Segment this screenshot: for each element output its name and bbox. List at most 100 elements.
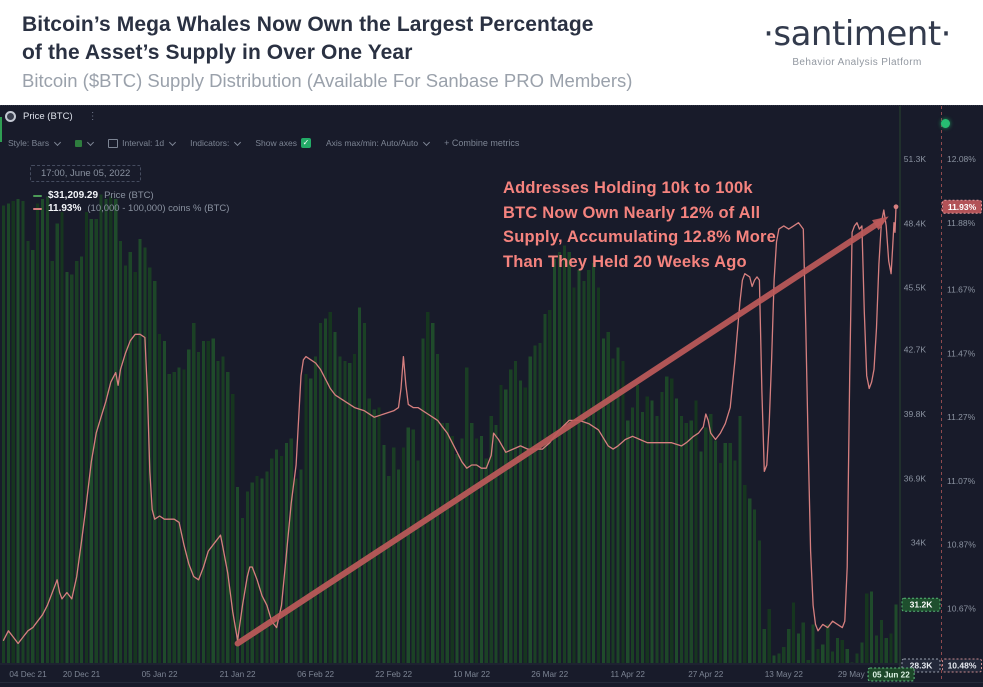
- date-axis-label: 13 May 22: [765, 670, 804, 679]
- price-bar: [543, 314, 547, 663]
- price-bar: [889, 633, 893, 663]
- price-bar: [250, 482, 254, 663]
- logo-tagline: Behavior Analysis Platform: [792, 57, 922, 68]
- price-bar: [592, 263, 596, 663]
- price-bar: [855, 653, 859, 663]
- price-bar: [816, 649, 820, 663]
- price-axis-label: 51.3K: [904, 154, 927, 164]
- chart-legend: 17:00, June 05, 2022 $31,209.29 Price (B…: [30, 163, 229, 215]
- interval-dropdown[interactable]: Interval: 1d: [108, 138, 177, 148]
- price-bar: [835, 638, 840, 663]
- price-bar: [767, 609, 771, 663]
- price-bar: [826, 624, 830, 663]
- price-bar: [884, 638, 888, 663]
- price-bar: [723, 442, 727, 663]
- price-bar: [704, 427, 708, 663]
- price-bar: [670, 378, 674, 663]
- current-pct-badge: [942, 199, 982, 214]
- santiment-logo: ·santiment· Behavior Analysis Platform: [763, 14, 951, 68]
- price-bar: [192, 323, 196, 663]
- legend-price-row[interactable]: $31,209.29 Price (BTC): [33, 189, 229, 202]
- price-bar: [791, 602, 796, 663]
- current-pct-badge-text: 11.93%: [948, 202, 977, 212]
- price-bar: [772, 655, 776, 663]
- price-bar: [787, 629, 791, 663]
- price-bar: [289, 438, 293, 663]
- date-axis-label: 11 Apr 22: [611, 670, 646, 679]
- price-bar: [450, 436, 454, 663]
- price-bar: [323, 318, 327, 663]
- price-bar: [265, 471, 269, 663]
- price-bar: [748, 498, 752, 663]
- price-bar: [143, 247, 147, 663]
- legend-timestamp: 17:00, June 05, 2022: [30, 165, 142, 182]
- date-axis-label: 20 Dec 21: [63, 670, 101, 679]
- price-bar: [318, 323, 323, 663]
- page-title: Bitcoin’s Mega Whales Now Own the Larges…: [22, 11, 594, 67]
- price-bar: [40, 198, 45, 663]
- current-price-badge: [901, 597, 941, 612]
- style-dropdown[interactable]: Style: Bars: [8, 138, 62, 148]
- date-axis-label: 27 Apr 22: [688, 670, 723, 679]
- price-bar: [621, 360, 625, 663]
- price-bar: [684, 422, 688, 663]
- price-bar: [221, 356, 225, 663]
- legend-price-label: Price (BTC): [104, 190, 154, 201]
- combine-metrics-button[interactable]: + Combine metrics: [444, 138, 520, 148]
- trend-arrow-head: [872, 216, 889, 231]
- price-bar: [431, 323, 435, 663]
- price-bar: [50, 261, 54, 663]
- record-icon: [5, 111, 16, 122]
- price-axis-label: 45.5K: [904, 283, 927, 293]
- price-axis-label: 36.9K: [904, 473, 927, 483]
- price-bar: [665, 376, 669, 663]
- price-bar: [328, 312, 332, 663]
- price-bar: [260, 478, 264, 663]
- price-bar: [821, 644, 825, 663]
- annotation-callout: Addresses Holding 10k to 100k BTC Now Ow…: [503, 176, 903, 274]
- price-bar: [699, 451, 703, 663]
- cursor-date-badge-text: 05 Jun 22: [872, 671, 910, 680]
- chart-plot[interactable]: 51.3K 48.4K 45.5K 42.7K 39.8K 36.9K 34K 12.08% 1…: [0, 106, 983, 687]
- price-bar: [528, 356, 532, 663]
- price-bar: [45, 196, 49, 663]
- price-bar: [713, 440, 718, 663]
- price-bar: [416, 460, 420, 663]
- price-bar: [650, 400, 654, 663]
- price-bar: [109, 196, 113, 663]
- price-bar: [640, 411, 644, 663]
- price-bar: [743, 485, 747, 663]
- price-bar: [660, 391, 664, 663]
- price-bar: [509, 369, 513, 663]
- price-bar: [94, 218, 98, 663]
- price-bar: [114, 198, 118, 663]
- price-bar: [270, 458, 274, 663]
- price-bar: [153, 281, 157, 663]
- price-bar: [401, 447, 406, 663]
- price-bar: [830, 651, 835, 663]
- kebab-menu-icon[interactable]: ⋮: [87, 111, 98, 122]
- page-subtitle: Bitcoin ($BTC) Supply Distribution (Avai…: [22, 70, 633, 91]
- price-bar: [1, 205, 6, 663]
- percent-axis-label: 11.27%: [947, 412, 976, 422]
- show-axes-toggle[interactable]: Show axes ✓: [255, 138, 311, 148]
- price-bar: [362, 323, 366, 663]
- legend-pct-row[interactable]: 11.93% (10,000 - 100,000) coins % (BTC): [33, 202, 229, 215]
- price-bar: [489, 416, 493, 663]
- price-bar: [304, 374, 308, 663]
- price-bar: [611, 358, 615, 663]
- logo-text: ·santiment·: [763, 14, 951, 54]
- price-bar: [738, 416, 742, 663]
- price-bar: [587, 269, 591, 663]
- price-bar: [382, 445, 386, 663]
- price-bar: [226, 371, 230, 663]
- price-bar: [75, 261, 79, 663]
- axis-maxmin-dropdown[interactable]: Axis max/min: Auto/Auto: [326, 138, 431, 148]
- date-axis-label: 22 Feb 22: [375, 670, 412, 679]
- price-bar: [504, 389, 508, 663]
- date-axis-label: 06 Feb 22: [297, 670, 334, 679]
- color-swatch-dropdown[interactable]: [75, 138, 95, 147]
- indicators-dropdown[interactable]: Indicators:: [190, 138, 242, 148]
- price-bar: [123, 265, 128, 663]
